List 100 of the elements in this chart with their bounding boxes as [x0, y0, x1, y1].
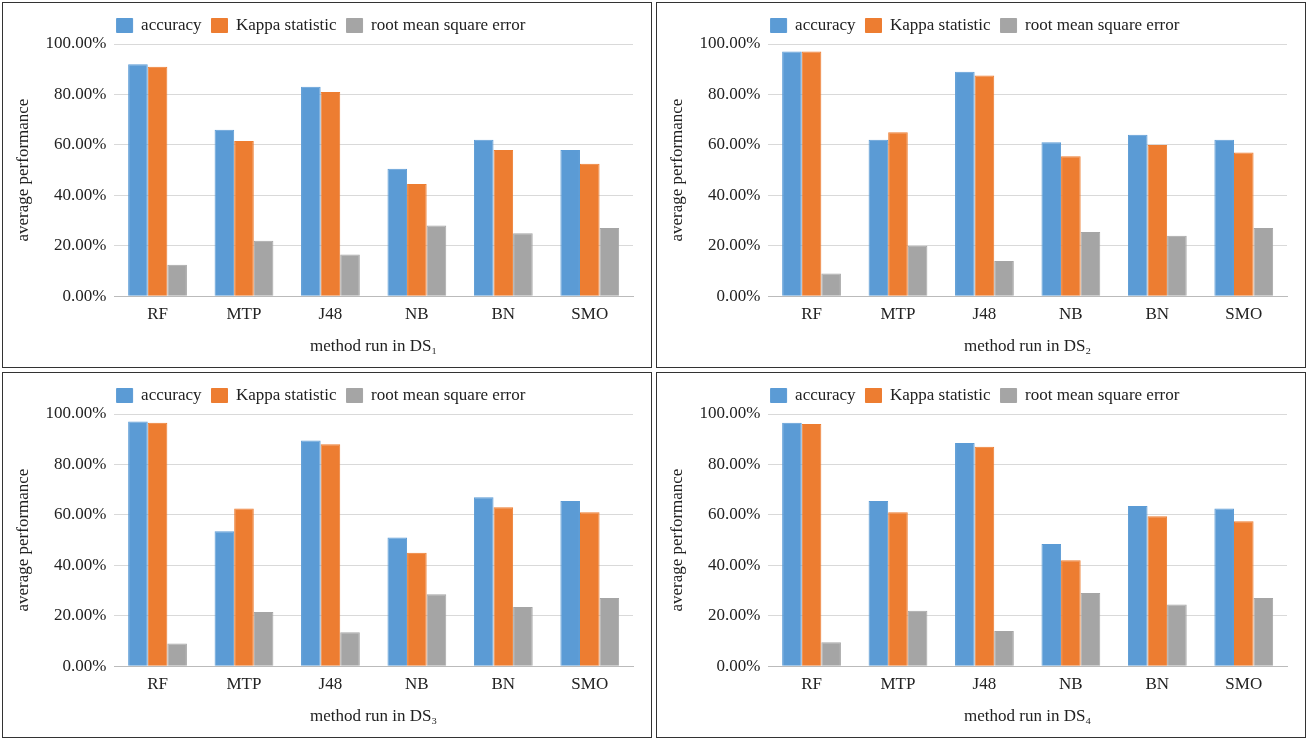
bar: [387, 537, 408, 666]
x-axis-title: method run in DS₂: [964, 336, 1092, 356]
bar: [513, 606, 533, 666]
y-tick-label: 60.00%: [707, 134, 761, 154]
y-tick-label: 80.00%: [707, 453, 761, 473]
bar: [1080, 593, 1101, 666]
bar: [994, 260, 1014, 296]
bar: [907, 245, 928, 296]
legend-label: Kappa statistic: [235, 384, 337, 404]
bar: [1167, 235, 1187, 296]
x-tick-label: MTP: [226, 673, 262, 693]
legend-label: Kappa statistic: [235, 14, 337, 34]
x-tick-label: J48: [318, 303, 343, 323]
x-tick-label: MTP: [226, 303, 262, 323]
legend-label: accuracy: [141, 384, 202, 404]
bar: [888, 132, 908, 296]
bar: [955, 71, 975, 296]
x-tick-label: NB: [1059, 673, 1083, 693]
x-tick-label: BN: [1145, 303, 1170, 323]
y-tick-label: 80.00%: [707, 83, 761, 103]
y-axis-title: average performance: [666, 98, 686, 242]
bar: [994, 630, 1014, 666]
bar: [320, 444, 341, 666]
x-tick-label: NB: [1059, 303, 1083, 323]
bar: [301, 86, 321, 296]
bar: [821, 642, 841, 666]
legend-label: accuracy: [141, 14, 202, 34]
bar: [214, 129, 235, 296]
bar: [513, 233, 533, 296]
legend-label: accuracy: [795, 14, 856, 34]
bar: [167, 264, 187, 296]
bar: [955, 443, 975, 666]
bar: [128, 421, 148, 666]
bar: [167, 643, 187, 666]
y-tick-label: 20.00%: [707, 235, 761, 255]
legend-label: root mean square error: [1025, 14, 1180, 34]
y-tick-label: 60.00%: [707, 504, 761, 524]
legend-label: accuracy: [795, 384, 856, 404]
y-tick-label: 0.00%: [62, 655, 107, 675]
bar: [868, 501, 889, 666]
legend-label: root mean square error: [1025, 384, 1180, 404]
bar: [234, 141, 254, 296]
y-tick-label: 100.00%: [45, 403, 107, 423]
bar: [493, 507, 514, 666]
bar: [1127, 134, 1148, 296]
x-axis-title: method run in DS₁: [310, 336, 438, 356]
bar: [426, 594, 447, 666]
bar: [320, 91, 341, 296]
x-tick-label: RF: [147, 673, 168, 693]
y-tick-label: 100.00%: [699, 33, 761, 53]
y-axis-title: average performance: [666, 468, 686, 612]
bar: [974, 446, 995, 666]
bar: [1041, 142, 1062, 296]
x-axis-title: method run in DS₃: [310, 706, 438, 726]
bar: [147, 66, 168, 296]
bar: [801, 51, 822, 296]
y-tick-label: 0.00%: [716, 655, 761, 675]
bar: [1214, 508, 1234, 666]
bar: [473, 497, 494, 666]
bar: [493, 149, 514, 296]
x-tick-label: J48: [972, 673, 997, 693]
y-tick-label: 20.00%: [707, 605, 761, 625]
bar: [301, 440, 321, 666]
x-tick-label: BN: [491, 673, 516, 693]
bar: [1127, 506, 1148, 666]
y-tick-label: 20.00%: [53, 605, 107, 625]
y-axis-title: average performance: [12, 98, 32, 242]
bar: [1061, 156, 1081, 296]
bar: [579, 512, 600, 666]
bar: [1167, 604, 1187, 666]
bar: [1041, 543, 1062, 666]
bar: [214, 531, 235, 666]
bar: [147, 422, 168, 666]
bar: [1147, 516, 1168, 666]
bar: [407, 552, 427, 666]
x-tick-label: RF: [801, 303, 822, 323]
bar: [473, 139, 494, 296]
x-tick-label: MTP: [880, 303, 916, 323]
y-axis-title: average performance: [12, 468, 32, 612]
bar: [1233, 521, 1254, 666]
bar: [868, 139, 889, 296]
bar: [560, 501, 580, 666]
y-tick-label: 60.00%: [53, 134, 107, 154]
y-tick-label: 80.00%: [53, 453, 107, 473]
x-tick-label: BN: [1145, 673, 1170, 693]
bar: [407, 183, 427, 296]
x-tick-label: SMO: [1225, 673, 1263, 693]
y-tick-label: 0.00%: [716, 285, 761, 305]
x-tick-label: J48: [972, 303, 997, 323]
bar: [801, 424, 822, 666]
bar: [1233, 152, 1254, 296]
x-tick-label: SMO: [571, 673, 609, 693]
bar: [340, 632, 360, 666]
bar: [974, 75, 995, 296]
bar: [821, 273, 841, 296]
legend-label: Kappa statistic: [889, 384, 991, 404]
bar: [426, 225, 447, 296]
y-tick-label: 40.00%: [707, 184, 761, 204]
y-tick-label: 80.00%: [53, 83, 107, 103]
bar: [1147, 144, 1168, 296]
